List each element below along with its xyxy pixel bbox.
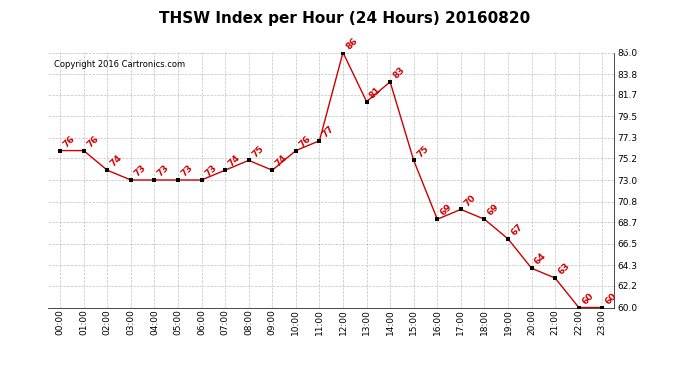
Text: 76: 76 [297, 134, 313, 149]
Text: 73: 73 [179, 164, 195, 178]
Text: 77: 77 [321, 124, 336, 140]
Text: 69: 69 [486, 202, 501, 218]
Text: 75: 75 [415, 144, 431, 159]
Text: 83: 83 [391, 65, 406, 81]
Text: THSW  (°F): THSW (°F) [567, 43, 627, 53]
Text: Copyright 2016 Cartronics.com: Copyright 2016 Cartronics.com [54, 60, 185, 69]
Text: 70: 70 [462, 193, 477, 208]
Text: 75: 75 [250, 144, 266, 159]
Text: 63: 63 [557, 261, 572, 277]
Text: 73: 73 [203, 164, 218, 178]
Text: THSW Index per Hour (24 Hours) 20160820: THSW Index per Hour (24 Hours) 20160820 [159, 11, 531, 26]
Text: 86: 86 [344, 36, 359, 51]
Text: 69: 69 [439, 202, 454, 218]
Text: 73: 73 [132, 164, 148, 178]
Text: 60: 60 [580, 291, 595, 306]
Text: 76: 76 [85, 134, 100, 149]
Text: 60: 60 [604, 291, 619, 306]
Text: 81: 81 [368, 85, 383, 100]
Text: 74: 74 [226, 153, 242, 169]
Text: 76: 76 [61, 134, 77, 149]
Text: 67: 67 [509, 222, 524, 237]
Text: 74: 74 [274, 153, 289, 169]
Text: 74: 74 [108, 153, 124, 169]
Text: 73: 73 [156, 164, 171, 178]
Text: 64: 64 [533, 252, 549, 267]
